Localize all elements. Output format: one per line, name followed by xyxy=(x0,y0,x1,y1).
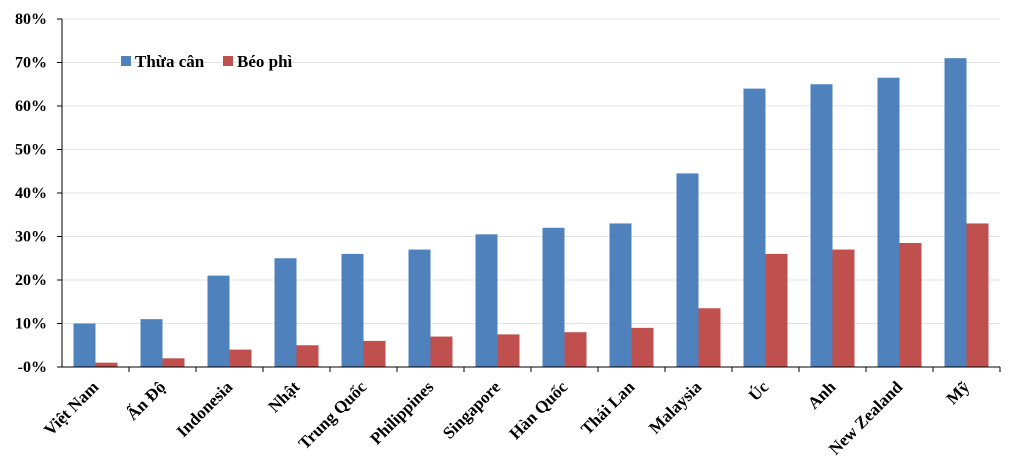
bar-overweight xyxy=(542,227,565,367)
bar-obese xyxy=(162,358,185,367)
y-tick-label: -0% xyxy=(18,359,47,376)
y-axis-ticks: -0% 10% 20% 30% 40% 50% 60% 70% 80% xyxy=(15,11,62,376)
bar-obese xyxy=(698,308,721,367)
bar-obese xyxy=(899,243,922,367)
bar-obese xyxy=(832,249,855,367)
bar-overweight xyxy=(73,323,96,367)
x-category-label: Ấn Độ xyxy=(123,377,170,424)
x-category-label: Thái Lan xyxy=(577,377,639,439)
bar-obese xyxy=(564,332,587,367)
x-category-label: Malaysia xyxy=(645,377,706,438)
bar-overweight xyxy=(408,249,431,367)
bar-obese xyxy=(296,345,319,367)
bar-obese xyxy=(95,362,118,367)
bar-overweight xyxy=(341,253,364,367)
x-category-label: Trung Quốc xyxy=(295,377,371,453)
bar-obese xyxy=(229,349,252,367)
bar-overweight xyxy=(810,84,833,367)
x-category-label: Mỹ xyxy=(943,377,974,408)
y-tick-label: 10% xyxy=(15,316,47,333)
legend-swatch-obese xyxy=(223,56,233,66)
x-category-label: Hàn Quốc xyxy=(505,377,571,443)
bar-obese xyxy=(966,223,989,367)
x-category-label: Philippines xyxy=(366,377,437,448)
bar-overweight xyxy=(676,173,699,367)
x-category-label: Anh xyxy=(804,377,840,413)
x-category-label: Indonesia xyxy=(173,377,237,441)
bar-obese xyxy=(765,253,788,367)
axes xyxy=(61,19,1001,372)
bar-obese xyxy=(430,336,453,367)
bar-overweight xyxy=(944,58,967,368)
bar-overweight xyxy=(475,234,498,367)
legend-swatch-overweight xyxy=(121,56,131,66)
y-tick-label: 70% xyxy=(15,55,47,72)
bar-overweight xyxy=(609,223,632,367)
bar-overweight xyxy=(207,275,230,367)
legend: Thừa cân Béo phì xyxy=(121,52,293,71)
legend-label-overweight: Thừa cân xyxy=(135,52,205,71)
y-tick-label: 60% xyxy=(15,98,47,115)
y-tick-label: 40% xyxy=(15,185,47,202)
x-category-label: Úc xyxy=(745,377,773,405)
y-tick-label: 50% xyxy=(15,142,47,159)
bar-overweight xyxy=(274,258,297,367)
x-category-label: Nhật xyxy=(265,377,304,416)
y-tick-label: 20% xyxy=(15,272,47,289)
bar-overweight xyxy=(877,77,900,367)
y-tick-label: 80% xyxy=(15,11,47,28)
bar-obese xyxy=(631,327,654,367)
bar-overweight xyxy=(743,88,766,367)
x-category-label: Singapore xyxy=(439,377,505,443)
bar-obese xyxy=(363,340,386,367)
y-tick-label: 30% xyxy=(15,229,47,246)
bar-overweight xyxy=(140,319,163,367)
bars xyxy=(73,58,989,368)
x-category-label: Việt Nam xyxy=(40,377,102,439)
legend-label-obese: Béo phì xyxy=(237,52,293,71)
bar-obese xyxy=(497,334,520,367)
